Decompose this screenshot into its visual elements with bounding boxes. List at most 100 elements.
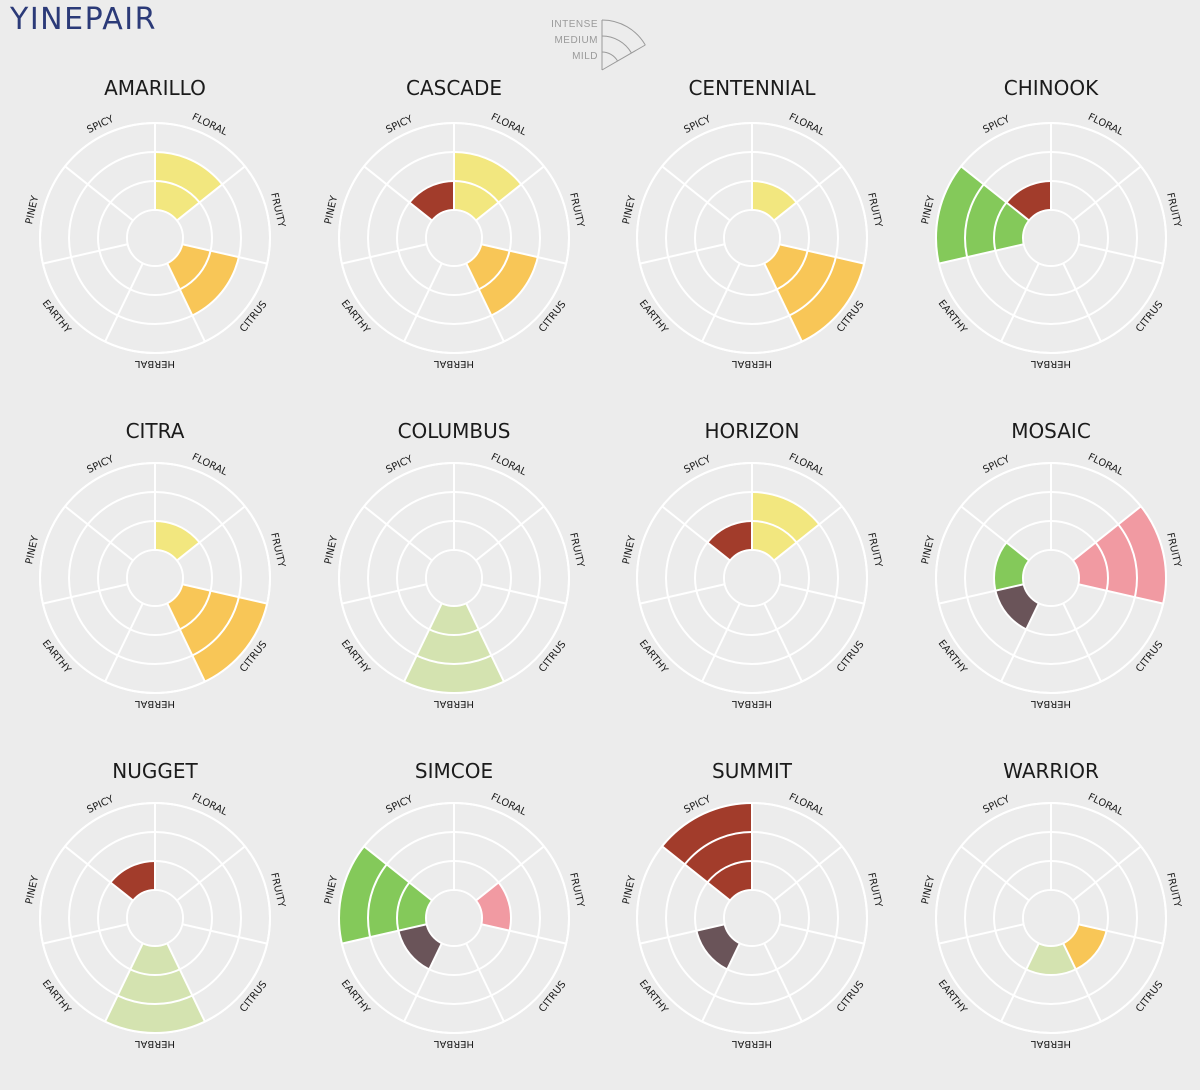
hop-title: CHINOOK [1004,76,1099,100]
wheel-hub [427,551,481,605]
flavor-bar-herbal [105,995,205,1034]
hop-wheel-simcoe: SIMCOEFLORALFRUITYCITRUSHERBALEARTHYPINE… [323,759,586,1049]
hop-wheel-columbus: COLUMBUSFLORALFRUITYCITRUSHERBALEARTHYPI… [323,419,586,709]
wheel-spoke [763,942,803,1023]
axis-label-fruity: FRUITY [865,532,884,570]
wheel-spoke [701,942,741,1023]
axis-label-piney: PINEY [920,194,937,225]
hop-title: CENTENNIAL [688,76,816,100]
axis-label-piney: PINEY [24,874,41,905]
axis-label-herbal: HERBAL [732,698,772,709]
flavor-bar-floral [155,152,223,203]
wheel-spoke [1000,262,1040,343]
wheel-spoke [104,942,144,1023]
wheel-spoke [661,845,731,902]
axis-label-herbal: HERBAL [434,698,474,709]
wheel-spoke [42,923,128,945]
axis-label-piney: PINEY [920,874,937,905]
wheel-spoke [465,262,505,343]
wheel-spoke [1062,602,1102,683]
brand-logo[interactable]: YINEPAIR [10,2,157,37]
legend-arc [601,19,646,46]
wheel-spoke [773,845,843,902]
axis-label-fruity: FRUITY [1164,192,1183,230]
wheel-spoke [182,583,268,605]
hop-wheel-centennial: CENTENNIALFLORALFRUITYCITRUSHERBALEARTHY… [621,76,884,369]
axis-label-herbal: HERBAL [135,698,175,709]
axis-label-herbal: HERBAL [1031,358,1071,369]
wheel-spoke [763,262,803,343]
wheel-spoke [481,243,567,265]
wheel-spoke [166,942,206,1023]
flavor-bar-citrus [478,250,538,316]
axis-label-fruity: FRUITY [865,872,884,910]
wheel-spoke [341,923,427,945]
wheel-hub [427,891,481,945]
wheel-hub [1024,211,1078,265]
hop-title: COLUMBUS [398,419,511,443]
hop-title: AMARILLO [104,76,206,100]
axis-label-fruity: FRUITY [567,872,586,910]
flavor-bar-floral [454,152,522,203]
wheel-spoke [1072,845,1142,902]
wheel-spoke [639,923,725,945]
legend-level-label: INTENSE [551,19,598,30]
legend-level-label: MILD [572,51,598,62]
hop-wheel-warrior: WARRIORFLORALFRUITYCITRUSHERBALEARTHYPIN… [920,759,1183,1049]
hop-wheel-cascade: CASCADEFLORALFRUITYCITRUSHERBALEARTHYPIN… [323,76,586,369]
wheel-spoke [363,845,433,902]
axis-label-piney: PINEY [621,874,638,905]
wheel-hub [725,551,779,605]
wheel-spoke [779,923,865,945]
wheel-spoke [182,243,268,265]
wheel-spoke [475,505,545,562]
wheel-spoke [341,243,427,265]
axis-label-herbal: HERBAL [732,358,772,369]
wheel-spoke [639,243,725,265]
hop-wheel-amarillo: AMARILLOFLORALFRUITYCITRUSHERBALEARTHYPI… [24,76,287,369]
axis-label-piney: PINEY [621,194,638,225]
flavor-bar-citrus [776,250,836,316]
wheel-spoke [176,845,246,902]
wheel-spoke [403,602,443,683]
wheel-spoke [481,923,567,945]
wheel-spoke [64,165,134,222]
axis-label-piney: PINEY [24,534,41,565]
flavor-bar-herbal [416,629,492,664]
wheel-hub [427,211,481,265]
flavor-bar-floral [752,492,820,543]
flavor-bar-citrus [192,597,268,682]
wheel-spoke [763,602,803,683]
wheel-spoke [481,583,567,605]
wheel-hub [128,551,182,605]
flavor-bar-piney [338,846,387,944]
axis-label-piney: PINEY [323,874,340,905]
axis-label-piney: PINEY [621,534,638,565]
wheel-spoke [779,583,865,605]
flavor-bar-piney [965,184,1007,258]
wheel-spoke [104,602,144,683]
wheel-spoke [661,165,731,222]
flavor-bar-fruity [1118,506,1167,604]
wheel-spoke [1078,243,1164,265]
wheel-spoke [1072,505,1142,562]
wheel-spoke [403,262,443,343]
flavor-bar-spicy [684,832,752,883]
wheel-hub [128,891,182,945]
axis-label-herbal: HERBAL [1031,698,1071,709]
wheel-spoke [1000,942,1040,1023]
flavor-bar-herbal [130,943,180,976]
intensity-legend: INTENSE MEDIUM MILD [551,19,646,71]
wheel-hub [128,211,182,265]
wheel-spoke [403,942,443,1023]
hop-wheel-summit: SUMMITFLORALFRUITYCITRUSHERBALEARTHYPINE… [621,759,884,1049]
wheel-spoke [639,583,725,605]
flavor-bar-citrus [179,250,239,316]
hop-title: HORIZON [705,419,800,443]
wheel-spoke [938,583,1024,605]
axis-label-fruity: FRUITY [268,532,287,570]
wheel-spoke [363,165,433,222]
axis-label-fruity: FRUITY [567,532,586,570]
hop-title: WARRIOR [1003,759,1099,783]
